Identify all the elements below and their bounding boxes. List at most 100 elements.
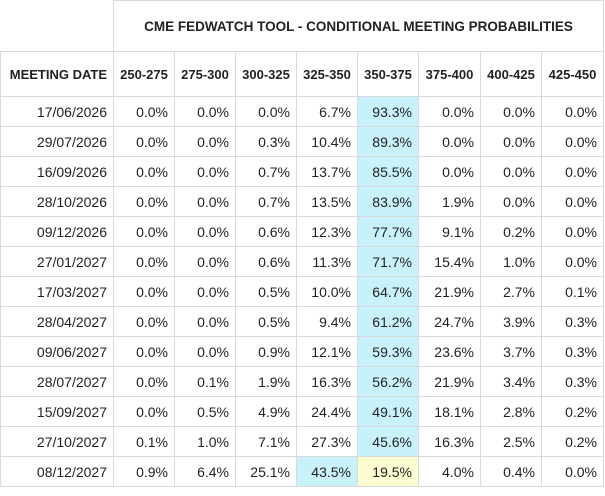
meeting-date-cell: 27/01/2027 (0, 246, 114, 277)
probability-cell: 0.0% (113, 96, 175, 127)
probability-cell: 13.7% (296, 156, 358, 187)
probability-cell: 0.0% (480, 186, 542, 217)
probability-cell: 21.9% (418, 276, 481, 307)
probability-cell: 0.0% (113, 186, 175, 217)
probability-cell: 19.5% (357, 456, 419, 487)
meeting-date-cell: 28/04/2027 (0, 306, 114, 337)
probability-cell: 12.1% (296, 336, 358, 367)
table-row: 16/09/2026 0.0% 0.0% 0.7% 13.7% 85.5% 0.0% 0.0%… (0, 156, 605, 187)
probability-cell: 2.8% (480, 396, 542, 427)
probability-cell: 13.5% (296, 186, 358, 217)
probability-cell: 0.0% (113, 216, 175, 247)
meeting-date-cell: 28/07/2027 (0, 366, 114, 397)
table-row: 28/04/2027 0.0% 0.0% 0.5% 9.4% 61.2% 24.7% 3.9%… (0, 306, 605, 337)
probability-cell: 0.0% (174, 306, 236, 337)
probability-cell: 0.6% (235, 216, 297, 247)
probability-cell: 93.3% (357, 96, 419, 127)
range-header-325-350: 325-350 (296, 51, 358, 97)
meeting-date-cell: 27/10/2027 (0, 426, 114, 457)
probability-cell: 0.0% (113, 366, 175, 397)
meeting-date-cell: 09/06/2027 (0, 336, 114, 367)
probability-cell: 0.0% (540, 96, 605, 127)
probability-cell: 11.3% (296, 246, 358, 277)
probability-cell: 1.9% (418, 186, 481, 217)
probability-cell: 0.0% (480, 96, 542, 127)
probability-cell: 0.0% (174, 276, 236, 307)
probability-cell: 85.5% (357, 156, 419, 187)
meeting-date-cell: 17/06/2026 (0, 96, 114, 127)
probability-cell: 7.1% (235, 426, 297, 457)
probability-cell: 27.3% (296, 426, 358, 457)
table-row: 28/10/2026 0.0% 0.0% 0.7% 13.5% 83.9% 1.9% 0.0%… (0, 186, 605, 217)
probability-cell: 3.4% (480, 366, 542, 397)
probability-cell: 59.3% (357, 336, 419, 367)
meeting-date-cell: 28/10/2026 (0, 186, 114, 217)
probability-cell: 0.0% (174, 186, 236, 217)
probability-cell: 45.6% (357, 426, 419, 457)
probability-cell: 0.9% (235, 336, 297, 367)
range-header-425-450: 425-450 (540, 51, 605, 97)
probability-cell: 0.1% (174, 366, 236, 397)
range-header-275-300: 275-300 (174, 51, 236, 97)
probability-cell: 0.9% (113, 456, 175, 487)
probability-cell: 0.6% (235, 246, 297, 277)
probability-cell: 0.0% (480, 126, 542, 157)
probability-cell: 0.0% (540, 186, 605, 217)
meeting-date-cell: 16/09/2026 (0, 156, 114, 187)
probability-cell: 61.2% (357, 306, 419, 337)
probability-cell: 0.5% (174, 396, 236, 427)
probability-cell: 0.0% (113, 306, 175, 337)
probability-cell: 0.7% (235, 186, 297, 217)
range-header-375-400: 375-400 (418, 51, 481, 97)
probability-cell: 0.3% (235, 126, 297, 157)
probability-cell: 12.3% (296, 216, 358, 247)
probability-cell: 0.0% (113, 246, 175, 277)
probability-cell: 0.0% (113, 276, 175, 307)
table-row: 17/03/2027 0.0% 0.0% 0.5% 10.0% 64.7% 21.9% 2.7… (0, 276, 605, 307)
probability-cell: 89.3% (357, 126, 419, 157)
probability-cell: 0.0% (235, 96, 297, 127)
table-body: 17/06/2026 0.0% 0.0% 0.0% 6.7% 93.3% 0.0% 0.0% 0… (0, 96, 605, 487)
probability-cell: 18.1% (418, 396, 481, 427)
probability-cell: 0.0% (113, 126, 175, 157)
probability-cell: 0.0% (174, 156, 236, 187)
table-row: 29/07/2026 0.0% 0.0% 0.3% 10.4% 89.3% 0.0% 0.0%… (0, 126, 605, 157)
probability-cell: 0.4% (480, 456, 542, 487)
probability-cell: 56.2% (357, 366, 419, 397)
table-row: 17/06/2026 0.0% 0.0% 0.0% 6.7% 93.3% 0.0% 0.0% 0… (0, 96, 605, 127)
table-row: 15/09/2027 0.0% 0.5% 4.9% 24.4% 49.1% 18.1% 2.8… (0, 396, 605, 427)
probability-cell: 0.3% (540, 366, 605, 397)
probability-cell: 0.0% (174, 96, 236, 127)
probability-cell: 0.5% (235, 306, 297, 337)
probability-cell: 6.4% (174, 456, 236, 487)
probability-cell: 25.1% (235, 456, 297, 487)
probability-cell: 49.1% (357, 396, 419, 427)
probability-cell: 0.3% (540, 306, 605, 337)
meeting-date-cell: 17/03/2027 (0, 276, 114, 307)
table-row: 28/07/2027 0.0% 0.1% 1.9% 16.3% 56.2% 21.9% 3.4… (0, 366, 605, 397)
probability-cell: 0.0% (418, 96, 481, 127)
probability-cell: 2.7% (480, 276, 542, 307)
probability-cell: 0.0% (174, 246, 236, 277)
range-header-250-275: 250-275 (113, 51, 175, 97)
table-title: CME FEDWATCH TOOL - CONDITIONAL MEETING … (112, 0, 605, 52)
probability-cell: 9.1% (418, 216, 481, 247)
probability-cell: 0.0% (540, 216, 605, 247)
range-header-400-425: 400-425 (480, 51, 542, 97)
table-row: 27/10/2027 0.1% 1.0% 7.1% 27.3% 45.6% 16.3% 2.5… (0, 426, 605, 457)
probability-cell: 77.7% (357, 216, 419, 247)
meeting-date-cell: 15/09/2027 (0, 396, 114, 427)
probability-cell: 24.4% (296, 396, 358, 427)
probability-cell: 0.0% (174, 336, 236, 367)
probability-cell: 16.3% (418, 426, 481, 457)
probability-cell: 6.7% (296, 96, 358, 127)
probability-cell: 0.0% (540, 456, 605, 487)
probability-cell: 1.0% (480, 246, 542, 277)
probability-cell: 2.5% (480, 426, 542, 457)
probability-cell: 21.9% (418, 366, 481, 397)
probability-cell: 1.9% (235, 366, 297, 397)
probability-cell: 4.9% (235, 396, 297, 427)
probability-cell: 64.7% (357, 276, 419, 307)
range-header-350-375: 350-375 (357, 51, 419, 97)
range-header-300-325: 300-325 (235, 51, 297, 97)
